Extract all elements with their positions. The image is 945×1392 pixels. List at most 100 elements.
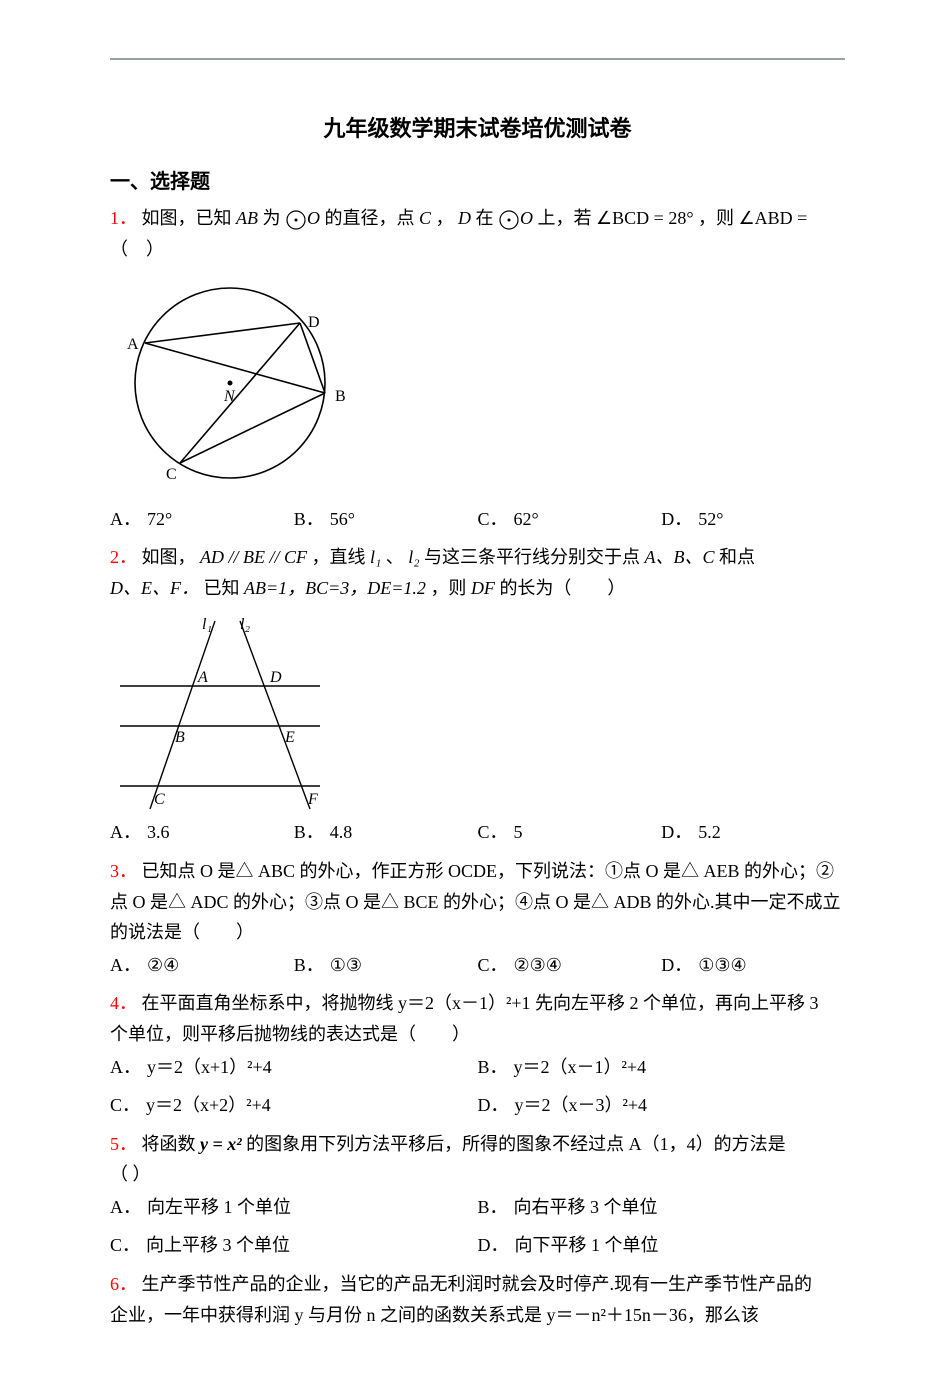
q2-text-f: 已知	[204, 578, 240, 598]
q1-geometry-svg: NADBC	[110, 273, 360, 498]
q1-opt-d-label: D．	[661, 509, 692, 529]
q1-opt-c-label: C．	[478, 509, 508, 529]
q5-options-row2: C． 向上平移 3 个单位 D．向下平移 1 个单位	[110, 1230, 845, 1261]
document-page: 九年级数学期末试卷培优测试卷 一、选择题 1． 如图，已知 AB 为 O 的直径…	[0, 0, 945, 1392]
qnum-1: 1．	[110, 208, 137, 228]
q5-opt-c-label: C．	[110, 1235, 140, 1255]
q2-text-d: 与这三条平行线分别交于点	[424, 547, 640, 567]
q3-opt-c-label: C．	[478, 955, 508, 975]
q2-opt-b: B．4.8	[294, 817, 478, 848]
q1-opt-d-val: 52°	[698, 509, 723, 529]
q2-opt-a-val: 3.6	[147, 822, 170, 842]
q2-figure: l₁l₂ADBECF	[110, 611, 845, 811]
svg-text:A: A	[197, 669, 208, 686]
q3-opt-a: A．②④	[110, 950, 294, 981]
q6-line2: 企业，一年中获得利润 y 与月份 n 之间的函数关系式是 y＝－n²＋15n－3…	[110, 1305, 759, 1325]
svg-text:D: D	[308, 314, 320, 331]
q1-ab: AB	[236, 208, 258, 228]
q4-opt-c: C． y＝2（x+2）²+4	[110, 1090, 478, 1121]
q3-line3: 的说法是（ ）	[110, 922, 254, 942]
q3-line2: 点 O 是△ ADC 的外心；③点 O 是△ BCE 的外心；④点 O 是△ A…	[110, 892, 841, 912]
q2-l2: l₂	[408, 547, 419, 567]
q2-abc: A、B、C	[645, 547, 715, 567]
svg-text:B: B	[335, 388, 346, 405]
q3-opt-a-label: A．	[110, 955, 141, 975]
question-4: 4． 在平面直角坐标系中，将抛物线 y＝2（x－1）²+1 先向左平移 2 个单…	[110, 988, 845, 1049]
q1-opt-b: B．56°	[294, 504, 478, 535]
q4-opt-c-val: y＝2（x+2）²+4	[146, 1095, 271, 1115]
q1-opt-c-val: 62°	[514, 509, 539, 529]
q1-figure: NADBC	[110, 273, 845, 498]
q2-opt-d-val: 5.2	[698, 822, 721, 842]
q3-opt-d-val: ①③④	[698, 955, 746, 975]
q4-opt-a-label: A．	[110, 1057, 141, 1077]
q5-opt-a-val: 向左平移 1 个单位	[147, 1197, 291, 1217]
qnum-4: 4．	[110, 993, 137, 1013]
q5-fx: y = x²	[200, 1134, 242, 1154]
q5-opt-d-label: D．	[478, 1235, 509, 1255]
q1-angabd: ∠ABD =	[739, 208, 808, 228]
q2-text-h: 的长为（ ）	[499, 578, 625, 598]
question-6: 6． 生产季节性产品的企业，当它的产品无利润时就会及时停产.现有一生产季节性产品…	[110, 1269, 845, 1330]
q4-opt-a-val: y＝2（x+1）²+4	[147, 1057, 272, 1077]
q3-opt-b: B．①③	[294, 950, 478, 981]
q1-o-label: O	[307, 208, 320, 228]
svg-text:E: E	[284, 729, 295, 746]
q5-opt-a: A． 向左平移 1 个单位	[110, 1192, 478, 1223]
q4-opt-a: A． y＝2（x+1）²+4	[110, 1052, 478, 1083]
qnum-3: 3．	[110, 861, 137, 881]
q3-opt-c: C． ②③④	[478, 950, 662, 981]
q4-opt-b-label: B．	[478, 1057, 508, 1077]
q1-angbcd: ∠BCD = 28°	[596, 208, 694, 228]
q1-c: C	[419, 208, 431, 228]
q5-opt-d: D．向下平移 1 个单位	[478, 1230, 846, 1261]
q4-line2: 个单位，则平移后抛物线的表达式是（ ）	[110, 1024, 470, 1044]
q6-line1: 生产季节性产品的企业，当它的产品无利润时就会及时停产.现有一生产季节性产品的	[142, 1274, 813, 1294]
q1-opt-a: A．72°	[110, 504, 294, 535]
q4-opt-d: D．y＝2（x－3）²+4	[478, 1090, 846, 1121]
q2-opt-a: A． 3.6	[110, 817, 294, 848]
q3-opt-b-val: ①③	[330, 955, 362, 975]
q3-opt-c-val: ②③④	[514, 955, 562, 975]
q2-opt-a-label: A．	[110, 822, 141, 842]
q5-opt-a-label: A．	[110, 1197, 141, 1217]
svg-text:C: C	[154, 791, 165, 808]
q1-text-c: 的直径，点	[325, 208, 415, 228]
q2-l1: l₁	[370, 547, 381, 567]
q5-options-row1: A．向左平移 1 个单位 B．向右平移 3 个单位	[110, 1192, 845, 1223]
qnum-6: 6．	[110, 1274, 137, 1294]
q2-text-c: 、	[386, 547, 404, 567]
q2-given: AB=1，BC=3，DE=1.2	[244, 578, 426, 598]
qnum-2: 2．	[110, 547, 137, 567]
q5-text-b: 的图象用下列方法平移后，所得的图象不经过点 A（1，4）的方法是	[246, 1134, 786, 1154]
q2-opt-b-val: 4.8	[330, 822, 353, 842]
circle-o-icon-1	[285, 209, 307, 231]
svg-text:B: B	[175, 729, 185, 746]
q1-paren: （ ）	[110, 234, 845, 265]
q2-text-b: ，直线	[312, 547, 366, 567]
svg-text:A: A	[127, 336, 139, 353]
q1-text-g: ，则	[698, 208, 734, 228]
q1-opt-d: D． 52°	[661, 504, 845, 535]
qnum-5: 5．	[110, 1134, 137, 1154]
q4-opt-c-label: C．	[110, 1095, 140, 1115]
q1-text-a: 如图，已知	[142, 208, 232, 228]
q2-opt-c: C．5	[478, 817, 662, 848]
q1-opt-a-val: 72°	[147, 509, 172, 529]
q5-paren: （ ）	[110, 1159, 845, 1190]
q3-opt-d-label: D．	[661, 955, 692, 975]
q1-d: D	[458, 208, 471, 228]
q4-opt-d-label: D．	[478, 1095, 509, 1115]
svg-text:F: F	[307, 791, 318, 808]
q5-opt-c: C． 向上平移 3 个单位	[110, 1230, 478, 1261]
question-3: 3． 已知点 O 是△ ABC 的外心，作正方形 OCDE，下列说法：①点 O …	[110, 856, 845, 948]
q5-opt-c-val: 向上平移 3 个单位	[146, 1235, 290, 1255]
q2-def: D、E、F．	[110, 578, 199, 598]
q2-opt-c-val: 5	[514, 822, 523, 842]
q4-options-row2: C． y＝2（x+2）²+4 D．y＝2（x－3）²+4	[110, 1090, 845, 1121]
q5-text-a: 将函数	[142, 1134, 196, 1154]
top-rule	[110, 58, 845, 60]
question-5: 5． 将函数 y = x² 的图象用下列方法平移后，所得的图象不经过点 A（1，…	[110, 1129, 845, 1190]
q4-opt-b: B．y＝2（x－1）²+4	[478, 1052, 846, 1083]
circle-o-icon-2	[498, 209, 520, 231]
